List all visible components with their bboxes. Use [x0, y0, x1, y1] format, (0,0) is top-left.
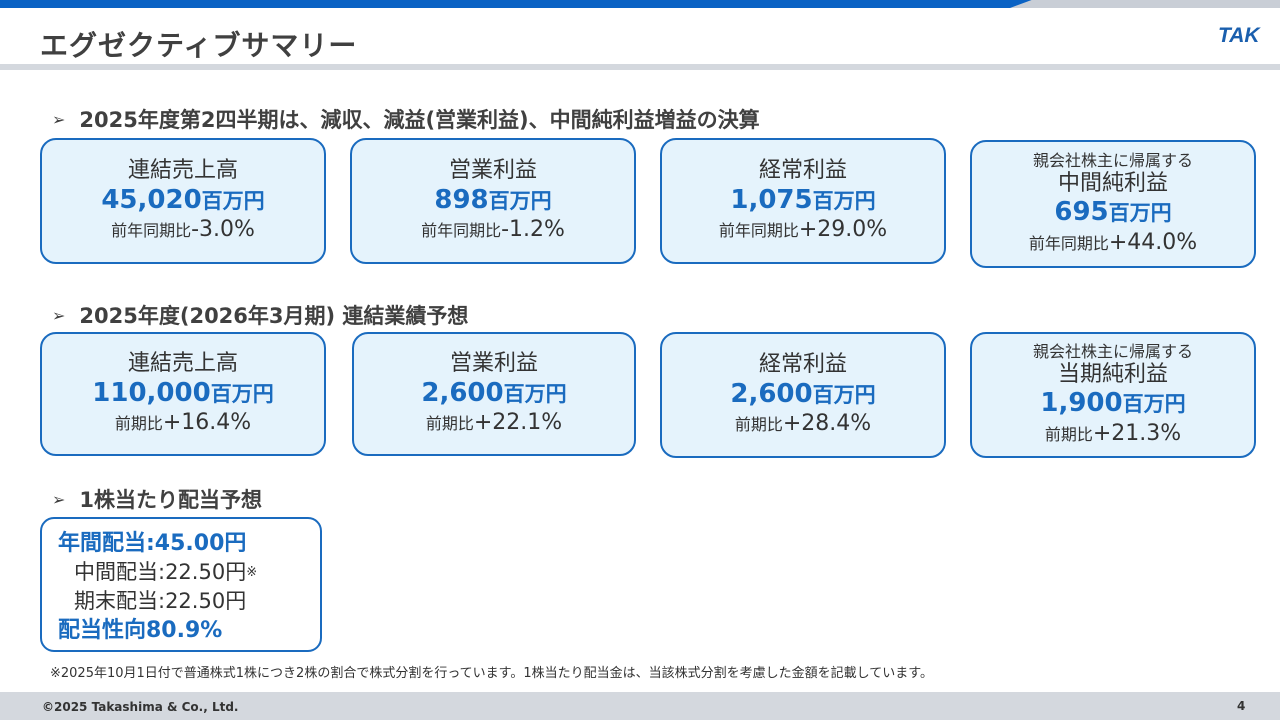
logo-text: TAK	[1218, 24, 1261, 46]
card-value: 2,600百万円	[730, 378, 876, 409]
card-yoy: 前年同期比-1.2%	[421, 217, 565, 243]
page-title: エグゼクティブサマリー	[40, 29, 358, 62]
section-forecast-heading: ➢ 2025年度(2026年3月期) 連結業績予想	[52, 300, 468, 330]
section-dividend-heading: ➢ 1株当たり配当予想	[52, 484, 262, 514]
card-yoy: 前期比+21.3%	[1044, 420, 1182, 446]
section-q2-heading-text: 2025年度第2四半期は、減収、減益(営業利益)、中間純利益増益の決算	[79, 108, 760, 132]
q2-card-ordinary-profit: 経常利益 1,075百万円 前年同期比+29.0%	[660, 138, 946, 264]
arrow-bullet-icon: ➢	[52, 109, 66, 129]
card-label: 当期純利益	[1057, 361, 1168, 387]
card-value: 110,000百万円	[92, 377, 274, 408]
slide-header: エグゼクティブサマリー	[0, 8, 1280, 66]
card-label: 経常利益	[758, 352, 847, 378]
footnote: ※2025年10月1日付で普通株式1株につき2株の割合で株式分割を行っています。…	[50, 666, 933, 681]
arrow-bullet-icon: ➢	[52, 489, 66, 509]
dividend-annual: 年間配当:45.00円	[58, 531, 247, 556]
card-yoy: 前期比+22.1%	[425, 410, 563, 436]
forecast-card-net-sales: 連結売上高 110,000百万円 前期比+16.4%	[40, 332, 326, 456]
card-yoy: 前年同期比+44.0%	[1028, 229, 1198, 255]
top-accent-bar-gray	[1010, 0, 1280, 8]
card-value: 2,600百万円	[421, 377, 567, 408]
dividend-interim: 中間配当:22.50円※	[74, 560, 258, 584]
card-yoy: 前年同期比-3.0%	[111, 217, 255, 243]
copyright: ©2025 Takashima & Co., Ltd.	[42, 700, 239, 714]
q2-card-net-income: 親会社株主に帰属する 中間純利益 695百万円 前年同期比+44.0%	[970, 140, 1256, 268]
q2-card-net-sales: 連結売上高 45,020百万円 前年同期比-3.0%	[40, 138, 326, 264]
card-label: 中間純利益	[1057, 170, 1168, 196]
section-dividend-heading-text: 1株当たり配当予想	[79, 488, 263, 512]
forecast-card-ordinary-profit: 経常利益 2,600百万円 前期比+28.4%	[660, 332, 946, 458]
dividend-payout-ratio: 配当性向80.9%	[58, 618, 223, 643]
dividend-card: 年間配当:45.00円 中間配当:22.50円※ 期末配当:22.50円 配当性…	[40, 517, 322, 652]
section-forecast-heading-text: 2025年度(2026年3月期) 連結業績予想	[79, 304, 469, 328]
card-yoy: 前期比+16.4%	[114, 410, 252, 436]
top-accent-bar	[0, 0, 1280, 8]
forecast-card-operating-profit: 営業利益 2,600百万円 前期比+22.1%	[352, 332, 636, 456]
page-number: 4	[1237, 699, 1246, 713]
card-value: 898百万円	[434, 184, 552, 215]
card-yoy: 前年同期比+29.0%	[718, 217, 888, 243]
card-yoy: 前期比+28.4%	[734, 411, 872, 437]
footer-bar	[0, 692, 1280, 720]
card-label: 連結売上高	[127, 158, 238, 184]
company-logo: TAK	[1218, 24, 1261, 46]
card-value: 1,075百万円	[730, 184, 876, 215]
forecast-card-net-income: 親会社株主に帰属する 当期純利益 1,900百万円 前期比+21.3%	[970, 332, 1256, 458]
card-prefix: 親会社株主に帰属する	[1032, 150, 1193, 170]
footnote-mark: ※	[246, 565, 258, 580]
card-label: 連結売上高	[127, 351, 238, 377]
card-label: 営業利益	[448, 158, 537, 184]
dividend-year-end: 期末配当:22.50円	[74, 589, 247, 613]
header-divider	[0, 64, 1280, 70]
card-value: 1,900百万円	[1040, 388, 1186, 419]
card-value: 695百万円	[1054, 197, 1172, 228]
arrow-bullet-icon: ➢	[52, 305, 66, 325]
section-q2-heading: ➢ 2025年度第2四半期は、減収、減益(営業利益)、中間純利益増益の決算	[52, 104, 760, 134]
card-label: 経常利益	[758, 158, 847, 184]
card-prefix: 親会社株主に帰属する	[1032, 341, 1193, 361]
card-value: 45,020百万円	[101, 184, 265, 215]
q2-card-operating-profit: 営業利益 898百万円 前年同期比-1.2%	[350, 138, 636, 264]
card-label: 営業利益	[449, 351, 538, 377]
